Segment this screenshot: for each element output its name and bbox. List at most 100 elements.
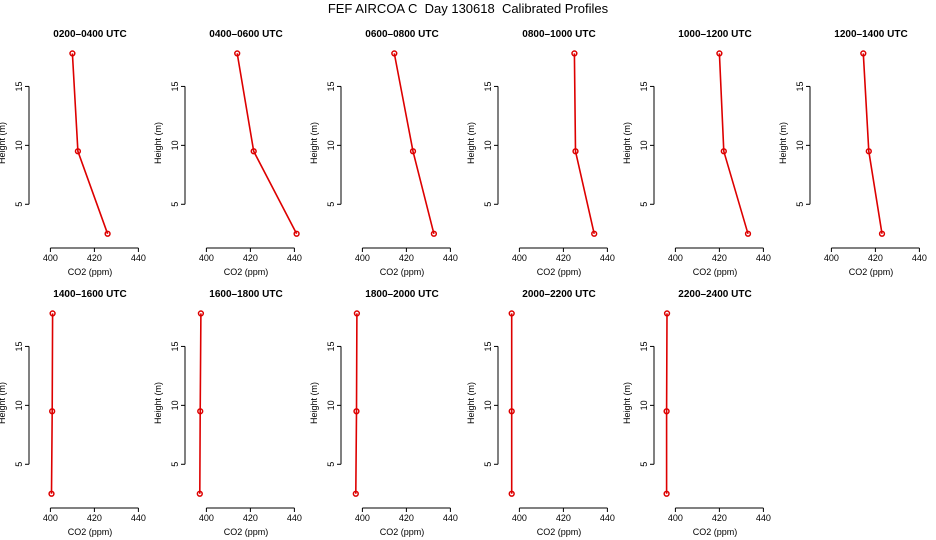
x-tick-label: 400: [43, 253, 58, 263]
y-tick-label: 5: [14, 202, 24, 207]
y-tick-label: 10: [14, 140, 24, 150]
profile-point: [409, 148, 417, 155]
profile-point: [720, 148, 727, 155]
x-tick-label: 420: [556, 513, 571, 523]
x-tick-label: 400: [355, 513, 370, 523]
x-axis-label: CO2 (ppm): [68, 527, 113, 537]
x-tick-label: 420: [243, 253, 258, 263]
x-tick-label: 440: [600, 513, 615, 523]
x-axis-label: CO2 (ppm): [693, 527, 738, 537]
x-tick-label: 420: [243, 513, 258, 523]
x-axis-label: CO2 (ppm): [68, 267, 113, 277]
y-tick-label: 10: [483, 140, 493, 150]
profile-point: [234, 50, 241, 57]
profile-line: [862, 53, 883, 234]
profile-point: [352, 490, 359, 497]
y-tick-label: 15: [14, 81, 24, 91]
y-tick-label: 5: [326, 462, 336, 467]
x-tick-label: 440: [287, 253, 302, 263]
panel-title: 1000–1200 UTC: [678, 29, 751, 40]
profile-point: [391, 50, 398, 57]
y-axis-label: Height (m): [466, 382, 476, 424]
profile-point: [716, 50, 723, 57]
profile-line: [393, 53, 435, 234]
panel-title: 1200–1400 UTC: [834, 29, 907, 40]
y-tick-label: 5: [170, 462, 180, 467]
y-tick-label: 10: [14, 400, 24, 410]
y-axis-label: Height (m): [309, 122, 319, 164]
profile-point: [663, 408, 670, 415]
profile-point: [571, 50, 578, 57]
x-axis-label: CO2 (ppm): [380, 267, 425, 277]
profile-line: [199, 313, 202, 494]
y-axis-label: Height (m): [0, 382, 7, 424]
panel-title: 1400–1600 UTC: [53, 289, 126, 300]
x-tick-label: 400: [199, 253, 214, 263]
x-tick-label: 420: [556, 253, 571, 263]
profile-point: [197, 408, 204, 415]
y-tick-label: 10: [326, 400, 336, 410]
x-tick-label: 420: [399, 253, 414, 263]
x-tick-label: 400: [668, 253, 683, 263]
x-tick-label: 440: [756, 253, 771, 263]
profile-point: [508, 408, 515, 415]
profile-point: [860, 50, 867, 57]
profile-point: [293, 230, 300, 237]
y-tick-label: 15: [639, 341, 649, 351]
y-tick-label: 5: [639, 202, 649, 207]
x-tick-label: 420: [712, 513, 727, 523]
profile-point: [430, 230, 438, 237]
x-tick-label: 400: [43, 513, 58, 523]
y-tick-label: 10: [170, 140, 180, 150]
y-tick-label: 5: [326, 202, 336, 207]
profile-line: [718, 53, 749, 235]
profile-point: [878, 230, 886, 237]
profile-point: [250, 148, 257, 155]
x-tick-label: 400: [199, 513, 214, 523]
x-tick-label: 400: [512, 253, 527, 263]
y-tick-label: 15: [170, 341, 180, 351]
profile-line: [236, 53, 298, 235]
y-axis-label: Height (m): [153, 382, 163, 424]
profile-point: [196, 490, 203, 497]
profile-point: [48, 490, 55, 497]
y-axis-label: Height (m): [153, 122, 163, 164]
x-tick-label: 420: [87, 253, 102, 263]
profile-point: [197, 310, 205, 317]
y-tick-label: 15: [795, 81, 805, 91]
x-tick-label: 440: [600, 253, 615, 263]
y-tick-label: 15: [483, 341, 493, 351]
y-axis-label: Height (m): [622, 122, 632, 164]
profile-point: [49, 408, 56, 415]
y-tick-label: 10: [639, 140, 649, 150]
panel-title: 0400–0600 UTC: [209, 29, 282, 40]
x-tick-label: 440: [131, 253, 146, 263]
panel-title: 2000–2200 UTC: [522, 289, 595, 300]
y-tick-label: 5: [170, 202, 180, 207]
x-tick-label: 440: [443, 513, 458, 523]
x-axis-label: CO2 (ppm): [693, 267, 738, 277]
profile-point: [663, 490, 670, 497]
x-tick-label: 440: [912, 253, 927, 263]
y-tick-label: 5: [795, 202, 805, 207]
x-tick-label: 420: [868, 253, 883, 263]
x-axis-label: CO2 (ppm): [380, 527, 425, 537]
profile-point: [508, 490, 515, 497]
profile-line: [355, 313, 358, 494]
x-tick-label: 420: [87, 513, 102, 523]
y-tick-label: 10: [795, 140, 805, 150]
y-tick-label: 15: [326, 81, 336, 91]
y-axis-label: Height (m): [622, 382, 632, 424]
y-tick-label: 10: [170, 400, 180, 410]
y-tick-label: 10: [483, 400, 493, 410]
panel-title: 1600–1800 UTC: [209, 289, 282, 300]
x-axis-label: CO2 (ppm): [224, 527, 269, 537]
y-tick-label: 15: [326, 341, 336, 351]
profile-point: [353, 310, 361, 317]
x-tick-label: 420: [399, 513, 414, 523]
profile-point: [49, 310, 56, 317]
x-tick-label: 400: [668, 513, 683, 523]
profile-point: [663, 310, 671, 317]
panel-title: 0600–0800 UTC: [365, 29, 438, 40]
